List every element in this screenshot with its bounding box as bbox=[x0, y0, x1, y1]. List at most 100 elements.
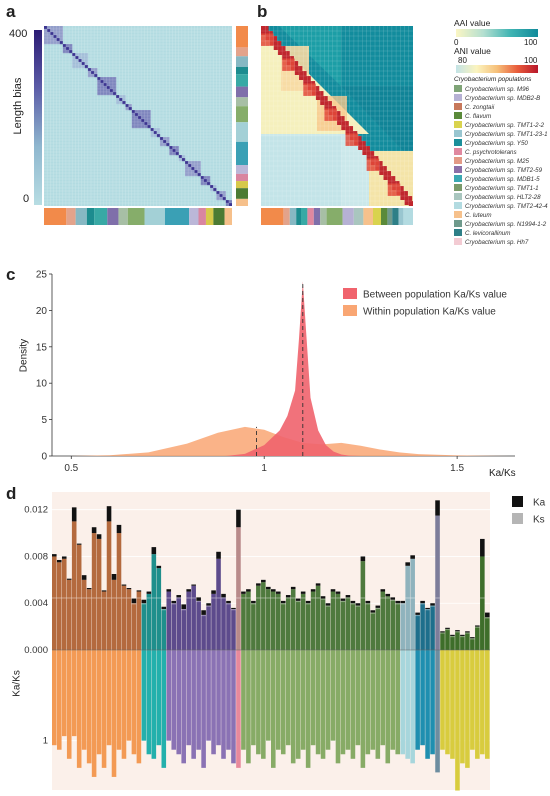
heatmap-b-diagonal-cell bbox=[303, 83, 316, 96]
bottom-bar-segment bbox=[189, 208, 199, 225]
heatmap-a-cell bbox=[122, 98, 126, 102]
heatmap-a-cell bbox=[91, 68, 95, 72]
kaks-ratio-bar bbox=[310, 650, 316, 746]
ka-bar bbox=[236, 509, 241, 528]
side-bar-segment bbox=[236, 181, 248, 189]
ka-bar bbox=[310, 589, 316, 592]
heatmap-a-cell bbox=[185, 173, 189, 177]
heatmap-a-cell bbox=[112, 92, 117, 96]
ka-bar bbox=[305, 600, 311, 604]
kaks-ratio-bar bbox=[56, 650, 62, 750]
heatmap-a-cell bbox=[166, 143, 170, 147]
ks-bar-highlight bbox=[126, 597, 132, 599]
heatmap-a-cell bbox=[47, 41, 51, 45]
heatmap-a-cell bbox=[191, 173, 195, 177]
heatmap-a-cell bbox=[122, 95, 126, 99]
ks-bar-highlight bbox=[271, 597, 276, 599]
heatmap-a-cell bbox=[222, 194, 226, 198]
ka-bar bbox=[166, 589, 172, 592]
heatmap-a-cell bbox=[169, 152, 173, 156]
ks-bar-highlight bbox=[201, 614, 206, 617]
ka-bar bbox=[460, 634, 465, 636]
colorbar-a bbox=[34, 30, 42, 205]
legend-label: Cryobacterium sp. Y50 bbox=[465, 140, 528, 147]
heatmap-b-diagonal-cell bbox=[277, 46, 286, 55]
heatmap-a-cell bbox=[75, 59, 79, 63]
bottom-bar-segment bbox=[224, 208, 232, 225]
ka-bar bbox=[161, 606, 167, 610]
ks-bar bbox=[261, 582, 266, 650]
bottom-bar-segment bbox=[289, 208, 297, 225]
ks-bar bbox=[216, 558, 221, 650]
heatmap-a-cell bbox=[228, 200, 232, 204]
ks-bar bbox=[266, 589, 271, 650]
ks-bar bbox=[320, 598, 326, 650]
heatmap-a-cell bbox=[138, 119, 142, 123]
ks-bar bbox=[300, 593, 306, 650]
ks-bar bbox=[126, 589, 132, 650]
ks-bar bbox=[385, 596, 391, 650]
heatmap-a-cell bbox=[206, 179, 211, 183]
heatmap-a-cell bbox=[97, 89, 101, 93]
heatmap-a-cell bbox=[94, 68, 98, 72]
kaks-ratio-bar bbox=[285, 650, 291, 746]
ka-bar bbox=[290, 586, 296, 590]
heatmap-a-cell bbox=[112, 89, 117, 93]
ks-bar bbox=[101, 591, 107, 650]
ks-bar bbox=[350, 603, 356, 650]
heatmap-a-cell bbox=[156, 134, 161, 138]
ks-bar bbox=[251, 603, 256, 650]
heatmap-a-cell bbox=[72, 56, 76, 60]
heatmap-a-cell bbox=[47, 29, 51, 33]
ka-bar bbox=[425, 607, 430, 610]
heatmap-a-cell bbox=[84, 65, 89, 69]
ks-bar bbox=[181, 609, 186, 650]
heatmap-a-cell bbox=[59, 38, 63, 42]
heatmap-a-side-bar bbox=[236, 26, 248, 206]
heatmap-b-bottom-bar bbox=[261, 208, 413, 225]
kaks-ratio-bar bbox=[340, 650, 346, 755]
density-y-tick-label: 20 bbox=[36, 306, 48, 317]
heatmap-a-cell bbox=[153, 128, 157, 132]
heatmap-a-cell bbox=[62, 47, 67, 51]
heatmap-a-cell bbox=[138, 125, 142, 129]
heatmap-a-cell bbox=[197, 170, 201, 174]
heatmap-a-cell bbox=[116, 95, 120, 99]
ks-bar-highlight bbox=[375, 607, 381, 610]
ks-bar bbox=[191, 585, 196, 650]
ks-bar bbox=[91, 533, 97, 650]
legend-label: C. zongtaii bbox=[465, 104, 495, 111]
ks-bar-highlight bbox=[236, 597, 241, 599]
bottom-bar-segment bbox=[373, 208, 381, 225]
kaks-ratio-bar bbox=[241, 650, 246, 750]
heatmap-a-cell bbox=[153, 134, 157, 138]
heatmap-a-cell bbox=[112, 86, 117, 90]
ks-bar bbox=[430, 605, 435, 650]
ks-bar bbox=[116, 533, 122, 650]
heatmap-b-diagonal-cell bbox=[320, 96, 328, 105]
ks-bar bbox=[330, 591, 336, 650]
kaks-ratio-bar bbox=[345, 650, 351, 750]
heatmap-a-cell bbox=[53, 41, 57, 45]
kaks-ratio-bar bbox=[131, 650, 137, 755]
heatmap-a-cell bbox=[194, 161, 198, 165]
heatmap-a-cell bbox=[163, 140, 167, 144]
heatmap-a-cell bbox=[194, 167, 198, 171]
heatmap-b-diagonal-cell bbox=[337, 116, 345, 125]
ks-bar bbox=[226, 603, 231, 650]
heatmap-a-cell bbox=[75, 56, 79, 60]
ks-bar-highlight bbox=[121, 597, 127, 599]
heatmap-a-cell bbox=[44, 35, 48, 39]
bottom-bar-segment bbox=[205, 208, 214, 225]
side-bar-segment bbox=[236, 165, 248, 174]
ks-bar bbox=[400, 603, 405, 650]
kaks-ratio-bar bbox=[445, 650, 450, 755]
ka-bar bbox=[365, 600, 371, 604]
ks-bar-highlight bbox=[420, 603, 425, 605]
panel-label-b: b bbox=[257, 2, 268, 21]
heatmap-a-cell bbox=[134, 110, 139, 114]
panel-a: Length bias 400 0 bbox=[0, 0, 258, 265]
ks-bar bbox=[206, 605, 211, 650]
ks-bar bbox=[345, 597, 351, 650]
ka-bar bbox=[181, 604, 186, 610]
